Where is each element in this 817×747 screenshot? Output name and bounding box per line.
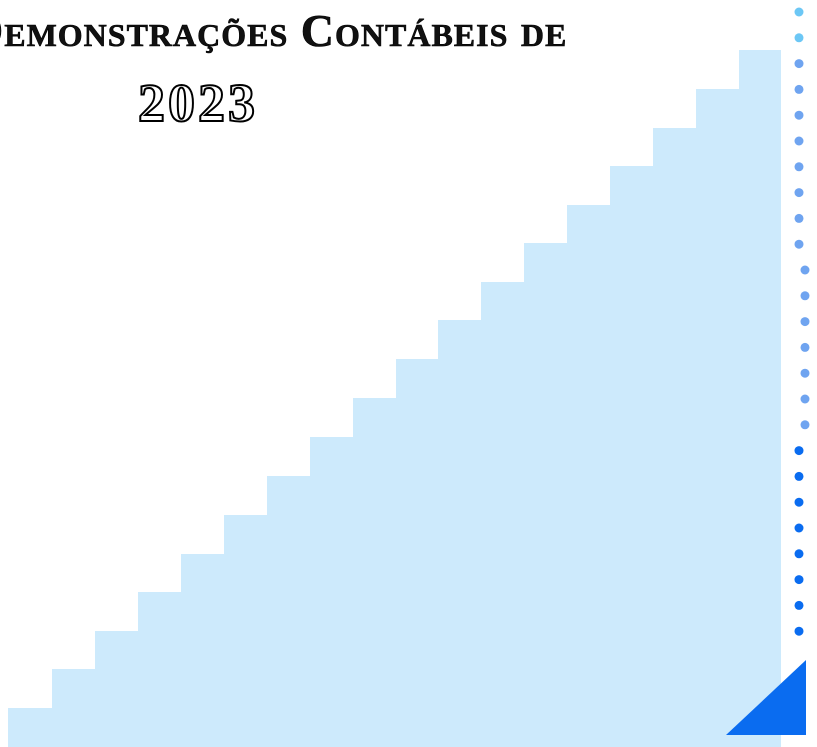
decor-dot: [795, 524, 804, 533]
decor-dot: [795, 549, 804, 558]
decor-dot: [795, 111, 804, 120]
decor-dot: [795, 446, 804, 455]
decor-dot: [801, 369, 810, 378]
decor-dot: [795, 59, 804, 68]
decor-dot: [795, 85, 804, 94]
decor-dot: [795, 33, 804, 42]
decor-dot: [795, 601, 804, 610]
decor-dot: [795, 498, 804, 507]
page: Demonstrações Contábeis de 2023 (() => {…: [0, 0, 817, 747]
decor-dot: [795, 188, 804, 197]
decor-dot: [795, 472, 804, 481]
decor-dot: [801, 395, 810, 404]
decor-dot: [801, 343, 810, 352]
decor-dot: [801, 266, 810, 275]
cover-title: Demonstrações Contábeis de: [0, 4, 567, 57]
decor-dot: [795, 137, 804, 146]
decor-dot: [795, 8, 804, 17]
decor-dot: [795, 162, 804, 171]
decor-dot: [801, 317, 810, 326]
cover-year: 2023: [138, 72, 258, 134]
decor-dot: [801, 420, 810, 429]
decor-dot: [795, 575, 804, 584]
decor-dot: [795, 240, 804, 249]
decor-dot: [795, 627, 804, 636]
staircase: [8, 0, 781, 747]
cover-art: [0, 0, 817, 747]
decor-dot: [795, 214, 804, 223]
decor-dot: [801, 291, 810, 300]
